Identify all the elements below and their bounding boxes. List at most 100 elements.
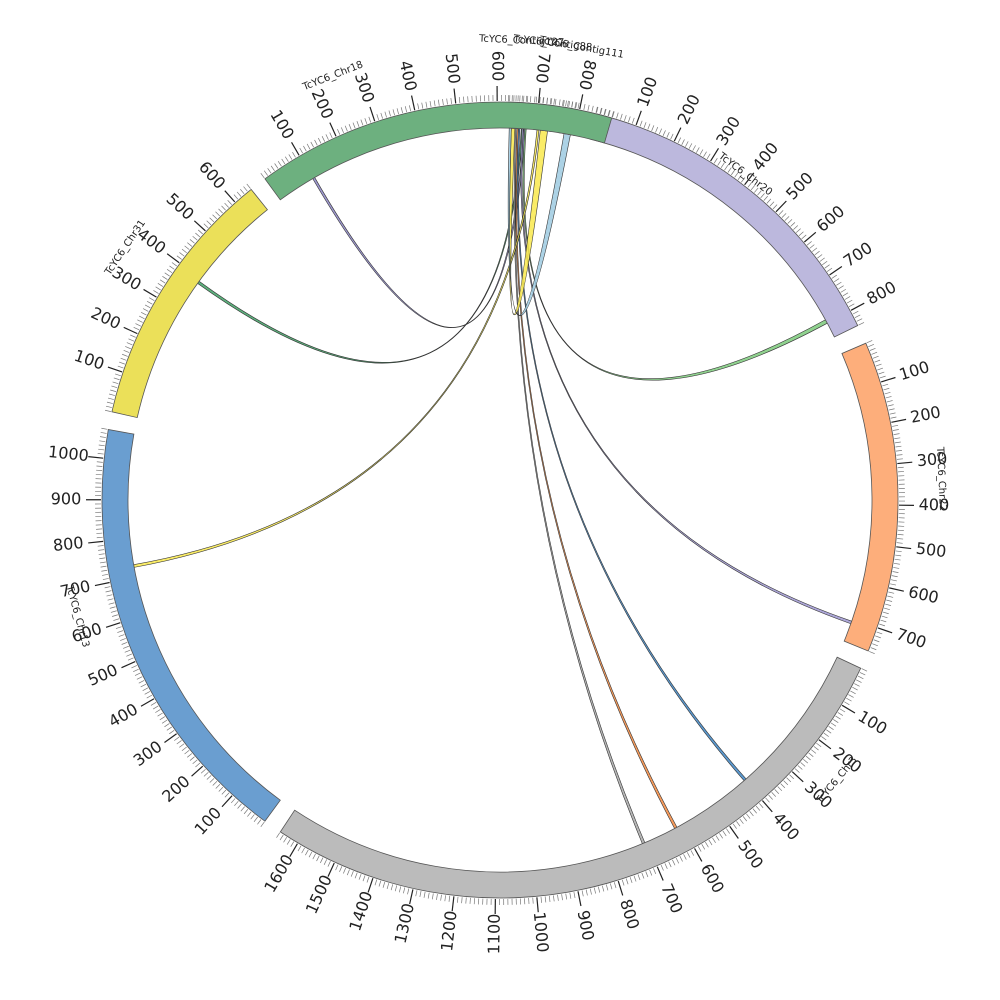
tick-chr13-140 xyxy=(215,783,221,789)
tick-chr3-90 xyxy=(844,701,850,706)
tick-chr22-700 xyxy=(877,627,893,634)
tick-chr3-960 xyxy=(553,895,555,902)
tick-label-chr13-800: 800 xyxy=(52,533,84,555)
ticks-chr31 xyxy=(104,183,251,412)
tick-chr3-160 xyxy=(828,726,834,730)
tick-chr18-230 xyxy=(344,125,348,132)
tick-chr31-390 xyxy=(171,262,177,267)
tick-chr3-1520 xyxy=(323,859,328,865)
tick-chr20-360 xyxy=(731,169,736,176)
tick-chr3-870 xyxy=(589,888,592,895)
tick-chr18-360 xyxy=(396,108,399,115)
tick-chr13-310 xyxy=(169,730,175,735)
tick-label-chr18-700: 700 xyxy=(532,52,554,84)
tick-chr31-170 xyxy=(126,342,133,346)
tick-chr13-1050 xyxy=(99,436,106,438)
tick-chr20-500 xyxy=(775,200,787,213)
tick-chr22-580 xyxy=(890,579,897,582)
tick-chr20-620 xyxy=(809,244,815,249)
tick-chr18-250 xyxy=(352,122,356,129)
tick-chr18-370 xyxy=(400,107,403,114)
tick-chr31-610 xyxy=(233,194,239,200)
tick-label-chr22-700: 700 xyxy=(894,624,929,652)
tick-chr20-30 xyxy=(608,110,611,117)
tick-chr31-210 xyxy=(133,326,140,331)
tick-chr3-650 xyxy=(675,857,680,864)
tick-chr31-130 xyxy=(120,357,127,361)
tick-chr20-300 xyxy=(710,148,720,162)
tick-chr18-140 xyxy=(310,141,314,148)
tick-chr20-50 xyxy=(616,112,619,119)
tick-chr20-590 xyxy=(801,234,807,240)
tick-chr3-1250 xyxy=(431,893,434,900)
tick-chr20-570 xyxy=(795,228,801,233)
tick-c2-20 xyxy=(568,100,571,108)
tick-chr18-210 xyxy=(337,128,341,135)
tick-chr20-320 xyxy=(717,160,722,166)
tick-chr20-310 xyxy=(713,158,718,164)
tick-chr20-400 xyxy=(744,172,755,186)
tick-chr22-230 xyxy=(893,433,900,435)
tick-chr3-1000 xyxy=(536,897,539,913)
tick-chr18-420 xyxy=(421,102,424,109)
tick-chr31-180 xyxy=(128,338,135,342)
tick-chr20-40 xyxy=(612,111,615,118)
tick-chr13-1030 xyxy=(98,444,105,447)
tick-chr22-110 xyxy=(882,383,889,387)
tick-chr3-800 xyxy=(617,880,624,896)
segment-chr3 xyxy=(279,656,862,899)
tick-chr31-640 xyxy=(243,186,248,192)
tick-chr20-200 xyxy=(673,127,682,142)
tick-chr20-110 xyxy=(639,120,643,127)
tick-chr18-400 xyxy=(410,95,416,111)
tick-chr31-240 xyxy=(139,315,145,320)
tick-chr13-130 xyxy=(218,786,224,792)
tick-chr31-350 xyxy=(162,275,168,280)
tick-chr13-1020 xyxy=(98,448,105,451)
tick-chr22-510 xyxy=(895,550,902,553)
tick-chr3-100 xyxy=(841,704,856,714)
tick-chr31-160 xyxy=(125,346,131,350)
tick-chr18-700 xyxy=(538,87,541,103)
tick-label-chr22-200: 200 xyxy=(909,402,943,427)
tick-chr31-500 xyxy=(193,220,206,232)
tick-chr31-620 xyxy=(236,191,242,197)
tick-chr3-500 xyxy=(729,825,739,839)
tick-chr13-380 xyxy=(152,705,159,710)
tick-chr3-370 xyxy=(771,791,777,797)
tick-chr3-640 xyxy=(679,856,683,862)
tick-chr3-1340 xyxy=(394,885,398,892)
tick-chr3-580 xyxy=(701,844,706,850)
tick-chr20-630 xyxy=(812,247,818,252)
tick-chr3-1510 xyxy=(327,861,331,867)
tick-chr13-30 xyxy=(250,814,255,820)
tick-label-chr13-100: 100 xyxy=(191,803,226,838)
tick-chr13-450 xyxy=(138,680,145,684)
tick-chr3-440 xyxy=(749,811,754,817)
tick-chr20-740 xyxy=(838,285,844,290)
tick-label-chr3-1100: 1100 xyxy=(484,913,503,954)
tick-chr20-370 xyxy=(734,172,739,178)
tick-chr22-650 xyxy=(883,607,890,611)
tick-chr20-510 xyxy=(778,210,784,215)
tick-chr20-800 xyxy=(850,302,865,311)
tick-chr3-1240 xyxy=(436,894,438,901)
tick-chr13-1000 xyxy=(88,456,104,459)
tick-chr31-470 xyxy=(192,235,198,241)
tick-label-chr31-100: 100 xyxy=(72,346,107,374)
tick-chr13-580 xyxy=(117,630,124,633)
tick-label-chr31-200: 200 xyxy=(88,303,124,333)
tick-chr18-270 xyxy=(360,119,364,126)
tick-chr3-350 xyxy=(777,786,783,792)
tick-chr18-190 xyxy=(329,132,333,139)
tick-chr3-710 xyxy=(653,868,657,874)
tick-chr22-260 xyxy=(895,445,902,448)
tick-chr20-130 xyxy=(647,123,651,130)
tick-chr20-490 xyxy=(772,204,778,210)
tick-chr22-180 xyxy=(889,412,896,415)
tick-chr13-290 xyxy=(174,736,180,741)
tick-label-chr3-1000: 1000 xyxy=(530,911,553,953)
tick-chr20-540 xyxy=(787,219,793,224)
tick-chr3-830 xyxy=(605,884,609,891)
tick-chr3-730 xyxy=(645,871,649,878)
